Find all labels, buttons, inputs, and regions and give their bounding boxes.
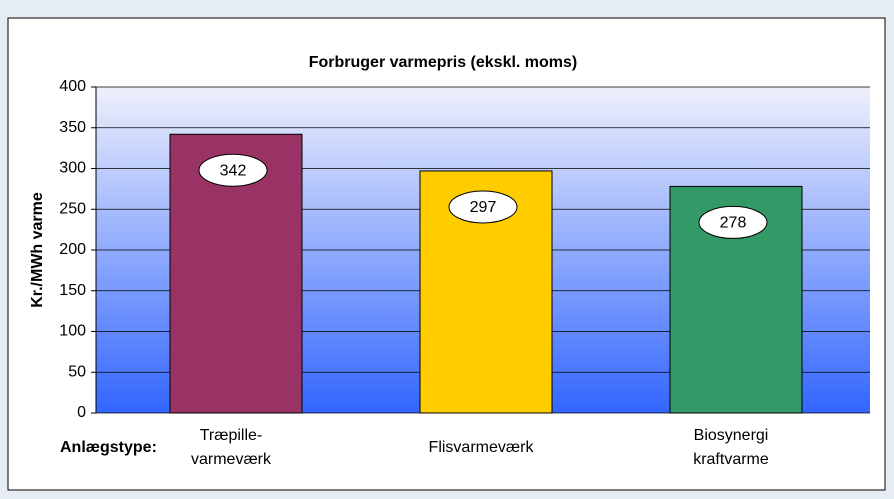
value-label-bubble xyxy=(448,190,518,224)
chart-title: Forbruger varmepris (ekskl. moms) xyxy=(309,54,578,71)
y-axis-label: Kr./MWh varme xyxy=(29,192,46,308)
x-tick-label: Træpille- xyxy=(200,427,263,444)
y-tick-label: 300 xyxy=(59,160,86,177)
y-tick-label: 50 xyxy=(68,363,86,380)
y-tick-label: 100 xyxy=(59,323,86,340)
value-label: 297 xyxy=(470,199,497,216)
x-tick-label: kraftvarme xyxy=(693,451,769,468)
y-tick-label: 400 xyxy=(59,78,86,95)
x-tick-label: varmeværk xyxy=(191,451,272,468)
value-label: 342 xyxy=(220,162,247,179)
y-tick-label: 250 xyxy=(59,200,86,217)
x-tick-label: Flisvarmeværk xyxy=(429,439,535,456)
x-axis-label: Anlægstype: xyxy=(60,439,157,456)
value-label-bubble xyxy=(698,205,768,239)
y-tick-label: 0 xyxy=(77,404,86,421)
y-tick-label: 150 xyxy=(59,282,86,299)
value-label: 278 xyxy=(720,215,747,232)
y-tick-label: 350 xyxy=(59,119,86,136)
y-tick-label: 200 xyxy=(59,241,86,258)
x-tick-label: Biosynergi xyxy=(694,427,769,444)
value-label-bubble xyxy=(198,153,268,187)
